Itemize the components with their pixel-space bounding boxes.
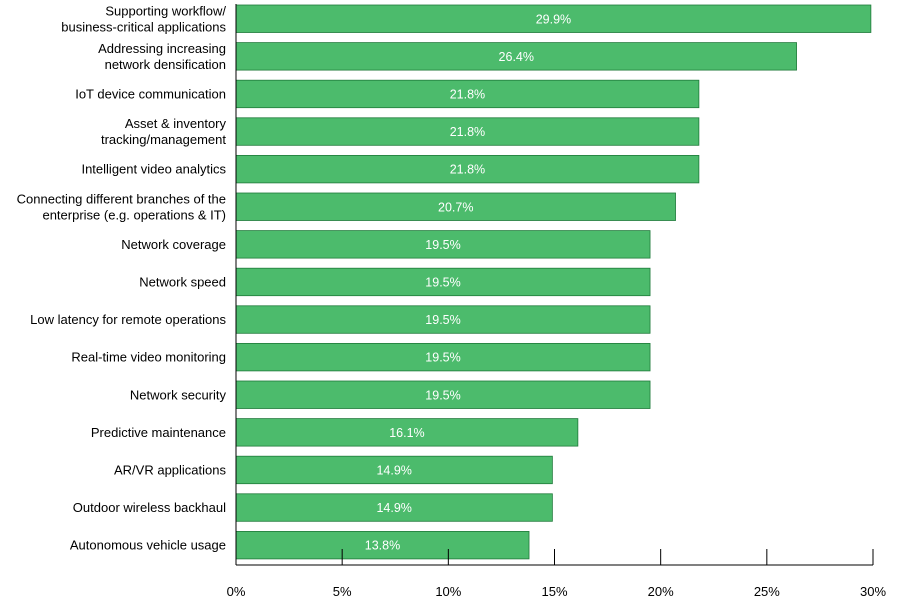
- bar: [235, 531, 530, 560]
- bar-value-label: 14.9%: [376, 501, 411, 515]
- bar: [235, 42, 797, 71]
- bar-value-label: 21.8%: [450, 125, 485, 139]
- bar: [235, 154, 700, 184]
- x-tick-label: 25%: [754, 584, 780, 599]
- category-label: Network coverage: [121, 237, 226, 252]
- category-label: Connecting different branches of the ente…: [17, 191, 226, 222]
- category-label: Asset & inventory tracking/management: [101, 116, 227, 147]
- category-label: Network speed: [139, 274, 226, 289]
- bar-value-label: 21.8%: [450, 163, 485, 177]
- bars-group: 29.9% 26.4% 21.8% 21.8% 21.8% 20.7% 19.5% 19.5%…: [235, 4, 872, 560]
- category-label: IoT device communication: [75, 86, 226, 101]
- x-axis: 0% 5% 10% 15% 20% 25% 30%: [227, 4, 886, 599]
- bar-value-label: 16.1%: [389, 426, 424, 440]
- x-tick-label: 15%: [541, 584, 567, 599]
- category-label: Network security: [130, 387, 227, 402]
- category-label: Addressing increasing network densificati…: [98, 41, 226, 72]
- x-tick-label: 0%: [227, 584, 246, 599]
- bar: [235, 342, 651, 372]
- bar-value-label: 21.8%: [450, 87, 485, 101]
- bar: [235, 418, 579, 447]
- category-label: AR/VR applications: [114, 462, 226, 477]
- bar-value-label: 29.9%: [536, 12, 571, 26]
- category-label: Predictive maintenance: [91, 425, 226, 440]
- x-tick-label: 20%: [648, 584, 674, 599]
- x-tick-label: 30%: [860, 584, 886, 599]
- bar: [235, 4, 872, 33]
- bar-value-label: 19.5%: [425, 313, 460, 327]
- bar-value-label: 13.8%: [365, 539, 400, 553]
- category-labels-group: Supporting workflow/business-critical ap…: [17, 3, 227, 552]
- category-label: Low latency for remote operations: [30, 312, 226, 327]
- category-label: Real-time video monitoring: [71, 350, 226, 365]
- bar-value-label: 19.5%: [425, 275, 460, 289]
- bar-value-label: 20.7%: [438, 200, 473, 214]
- bar-value-label: 14.9%: [376, 463, 411, 477]
- bar-value-label: 19.5%: [425, 238, 460, 252]
- bar-value-label: 19.5%: [425, 388, 460, 402]
- category-label: Autonomous vehicle usage: [70, 538, 226, 553]
- bar-value-label: 19.5%: [425, 351, 460, 365]
- bar: [235, 117, 700, 146]
- category-label: Intelligent video analytics: [81, 162, 226, 177]
- bar: [235, 493, 553, 522]
- bar: [235, 380, 651, 409]
- x-tick-label: 10%: [435, 584, 461, 599]
- category-label: Outdoor wireless backhaul: [73, 500, 226, 515]
- category-label: Supporting workflow/business-critical ap…: [61, 3, 226, 34]
- bar: [235, 79, 700, 109]
- bar-value-label: 26.4%: [499, 50, 534, 64]
- x-tick-label: 5%: [333, 584, 352, 599]
- bar: [235, 230, 651, 259]
- bar: [235, 455, 553, 485]
